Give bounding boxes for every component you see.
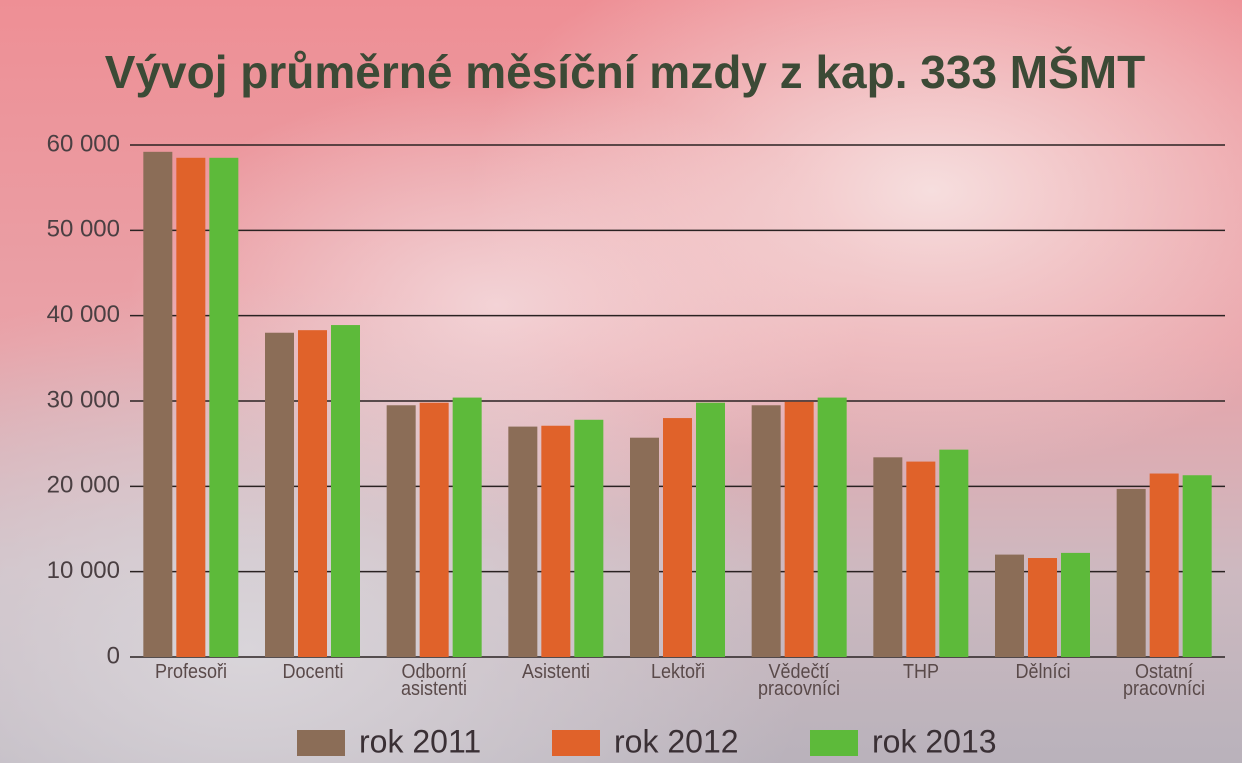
bar [508,427,537,657]
bar [1150,474,1179,657]
x-tick-label: Ostatní pracovníci [1114,664,1215,698]
x-tick-label: Docenti [262,664,363,681]
bar [420,403,449,657]
bar [995,555,1024,657]
bar [1183,475,1212,657]
bar [387,405,416,657]
legend-label: rok 2012 [614,723,739,759]
y-tick-label: 50 000 [47,216,120,243]
bar [453,398,482,657]
bar [663,418,692,657]
x-tick-label: Profesoři [140,664,241,681]
bar [1117,489,1146,657]
x-tick-label: THP [870,664,971,681]
bar [939,450,968,657]
bar [818,398,847,657]
bar [209,158,238,657]
bar [752,405,781,657]
y-tick-label: 20 000 [47,472,120,499]
y-tick-label: 0 [107,642,120,669]
bar [176,158,205,657]
chart: Vývoj průměrné měsíční mzdy z kap. 333 M… [0,0,1242,763]
bar [265,333,294,657]
bar [1028,558,1057,657]
x-tick-label: Lektoři [627,664,728,681]
x-tick-label: Asistenti [505,664,606,681]
bar [574,420,603,657]
chart-title: Vývoj průměrné měsíční mzdy z kap. 333 M… [105,46,1145,98]
legend-label: rok 2011 [359,723,481,759]
y-tick-label: 10 000 [47,557,120,584]
legend-label: rok 2013 [872,723,997,759]
y-tick-label: 40 000 [47,301,120,328]
bar [785,402,814,657]
bar [1061,553,1090,657]
bar [630,438,659,657]
bar [331,325,360,657]
bar [873,457,902,657]
bar [696,403,725,657]
x-tick-label: Dělníci [992,664,1093,681]
bar [906,462,935,657]
chart-page: Vývoj průměrné měsíční mzdy z kap. 333 M… [0,0,1242,763]
bar [143,152,172,657]
x-tick-label: Odborní asistenti [384,664,485,698]
legend-swatch [552,730,600,756]
legend-swatch [810,730,858,756]
y-tick-label: 60 000 [47,130,120,157]
legend-swatch [297,730,345,756]
bar [298,330,327,657]
bar [541,426,570,657]
y-tick-label: 30 000 [47,386,120,413]
x-tick-label: Vědečtí pracovníci [749,664,850,698]
